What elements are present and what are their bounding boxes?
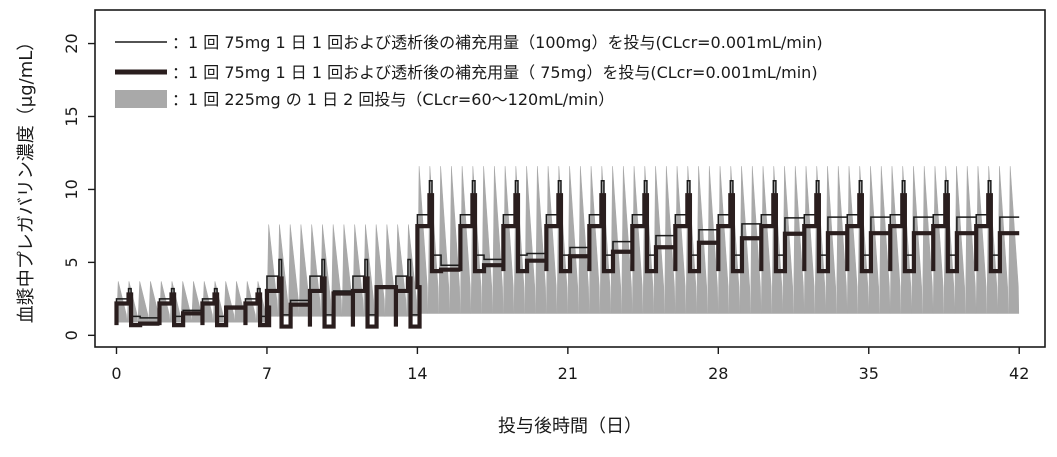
legend-label-100mg: ：1 回 75mg 1 日 1 回および透析後の補充用量（100mg）を投与(C… bbox=[172, 33, 823, 52]
plot-frame bbox=[94, 9, 1046, 348]
band-series-mark bbox=[266, 224, 278, 317]
x-axis-title: 投与後時間（日） bbox=[498, 416, 642, 437]
band-series-mark bbox=[911, 166, 923, 314]
band-series-mark bbox=[309, 224, 321, 317]
band-series-mark bbox=[524, 166, 536, 314]
legend: ：1 回 75mg 1 日 1 回および透析後の補充用量（100mg）を投与(C… bbox=[115, 33, 823, 109]
axis-layer: 0 7 14 21 28 35 42 0 5 10 15 20 bbox=[62, 33, 1029, 383]
x-tick-label: 35 bbox=[859, 364, 879, 383]
band-series-mark bbox=[664, 166, 676, 314]
y-tick-label: 20 bbox=[62, 33, 81, 53]
band-series-mark bbox=[653, 166, 665, 314]
band-series-mark bbox=[578, 166, 590, 314]
band-series-mark bbox=[922, 166, 934, 314]
band-series-mark bbox=[449, 166, 461, 314]
band-series-mark bbox=[825, 166, 837, 314]
band-series-mark bbox=[567, 166, 579, 314]
band-series-mark bbox=[707, 166, 719, 314]
band-series-mark bbox=[492, 166, 504, 314]
band-series-mark bbox=[438, 166, 450, 314]
legend-swatch-band bbox=[115, 90, 167, 108]
y-tick-label: 10 bbox=[62, 179, 81, 199]
band-series-mark bbox=[535, 166, 547, 314]
band-series-mark bbox=[793, 166, 805, 314]
band-series-mark bbox=[1008, 166, 1020, 314]
band-series-mark bbox=[954, 166, 966, 314]
y-tick-label: 15 bbox=[62, 106, 81, 126]
band-series-mark bbox=[997, 166, 1009, 314]
x-tick-label: 42 bbox=[1009, 364, 1029, 383]
x-tick-label: 7 bbox=[262, 364, 272, 383]
x-tick-label: 14 bbox=[407, 364, 427, 383]
band-series-mark bbox=[696, 166, 708, 314]
band-series-mark bbox=[395, 224, 407, 317]
x-tick-label: 28 bbox=[708, 364, 728, 383]
legend-label-75mg: ：1 回 75mg 1 日 1 回および透析後の補充用量（ 75mg）を投与(C… bbox=[172, 63, 818, 82]
band-series-mark bbox=[782, 166, 794, 314]
band-series-mark bbox=[352, 224, 364, 317]
band-series-mark bbox=[836, 166, 848, 314]
legend-label-225mg: ：1 回 225mg の 1 日 2 回投与（CLcr=60～120mL/min… bbox=[172, 90, 614, 109]
band-series-mark bbox=[610, 166, 622, 314]
band-series-mark bbox=[965, 166, 977, 314]
band-series-mark bbox=[481, 166, 493, 314]
band-series-mark bbox=[879, 166, 891, 314]
y-tick-label: 0 bbox=[62, 330, 81, 340]
series-line-75mg bbox=[114, 193, 1020, 329]
x-tick-label: 21 bbox=[558, 364, 578, 383]
band-series-mark bbox=[621, 166, 633, 314]
series-layer bbox=[114, 166, 1020, 329]
y-tick-label: 5 bbox=[62, 257, 81, 267]
x-tick-label: 0 bbox=[111, 364, 121, 383]
band-series-mark bbox=[868, 166, 880, 314]
y-axis-title: 血漿中プレガバリン濃度（μg/mL） bbox=[16, 33, 37, 324]
